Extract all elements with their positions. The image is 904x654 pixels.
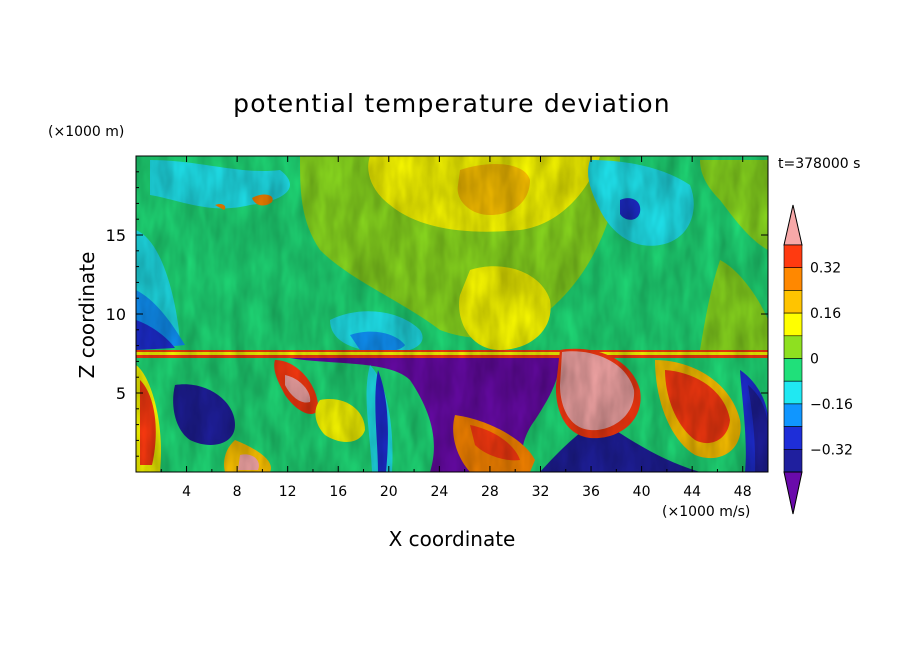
y-tick-label: 15 xyxy=(106,226,126,245)
x-unit-label: (×1000 m/s) xyxy=(662,504,750,520)
colorbar-swatch xyxy=(783,267,803,291)
colorbar-tick-label: −0.16 xyxy=(810,397,853,413)
y-axis: 5 10 15 xyxy=(106,171,768,457)
colorbar: 0.32 0.16 0 −0.16 −0.32 xyxy=(783,204,853,515)
colorbar-swatch xyxy=(783,244,803,269)
time-label: t=378000 s xyxy=(778,156,860,172)
colorbar-bottom-arrow xyxy=(783,471,803,515)
colorbar-swatch xyxy=(783,380,803,405)
x-tick-label: 4 xyxy=(182,484,191,500)
x-tick-label: 40 xyxy=(633,484,651,500)
x-axis: 4 8 12 16 20 24 28 32 36 40 44 48 xyxy=(160,156,752,500)
x-tick-label: 28 xyxy=(481,484,499,500)
colorbar-tick-label: 0.16 xyxy=(810,306,841,322)
y-axis-label: Z coordinate xyxy=(75,252,99,379)
chart-title: potential temperature deviation xyxy=(233,89,671,118)
colorbar-swatch xyxy=(783,290,803,314)
colorbar-swatch xyxy=(783,358,803,382)
x-tick-label: 36 xyxy=(582,484,600,500)
x-tick-label: 20 xyxy=(380,484,398,500)
x-tick-label: 16 xyxy=(329,484,347,500)
colorbar-swatch xyxy=(783,448,803,473)
field-texture xyxy=(136,156,768,472)
x-tick-label: 12 xyxy=(279,484,297,500)
x-tick-label: 24 xyxy=(430,484,448,500)
colorbar-tick-label: 0.32 xyxy=(810,261,841,277)
colorbar-swatch xyxy=(783,403,803,427)
x-tick-label: 32 xyxy=(532,484,550,500)
colorbar-tick-label: 0 xyxy=(810,352,819,368)
y-tick-label: 10 xyxy=(106,305,126,324)
x-axis-label: X coordinate xyxy=(389,527,516,551)
colorbar-tick-label: −0.32 xyxy=(810,442,853,458)
y-tick-label: 5 xyxy=(116,384,126,403)
x-tick-label: 8 xyxy=(233,484,242,500)
x-tick-label: 48 xyxy=(734,484,752,500)
plot-area xyxy=(136,156,768,472)
colorbar-top-arrow xyxy=(783,204,803,246)
colorbar-swatch xyxy=(783,335,803,359)
x-tick-label: 44 xyxy=(683,484,701,500)
colorbar-swatch xyxy=(783,426,803,450)
colorbar-swatch xyxy=(783,312,803,337)
y-unit-label: (×1000 m) xyxy=(48,124,124,140)
